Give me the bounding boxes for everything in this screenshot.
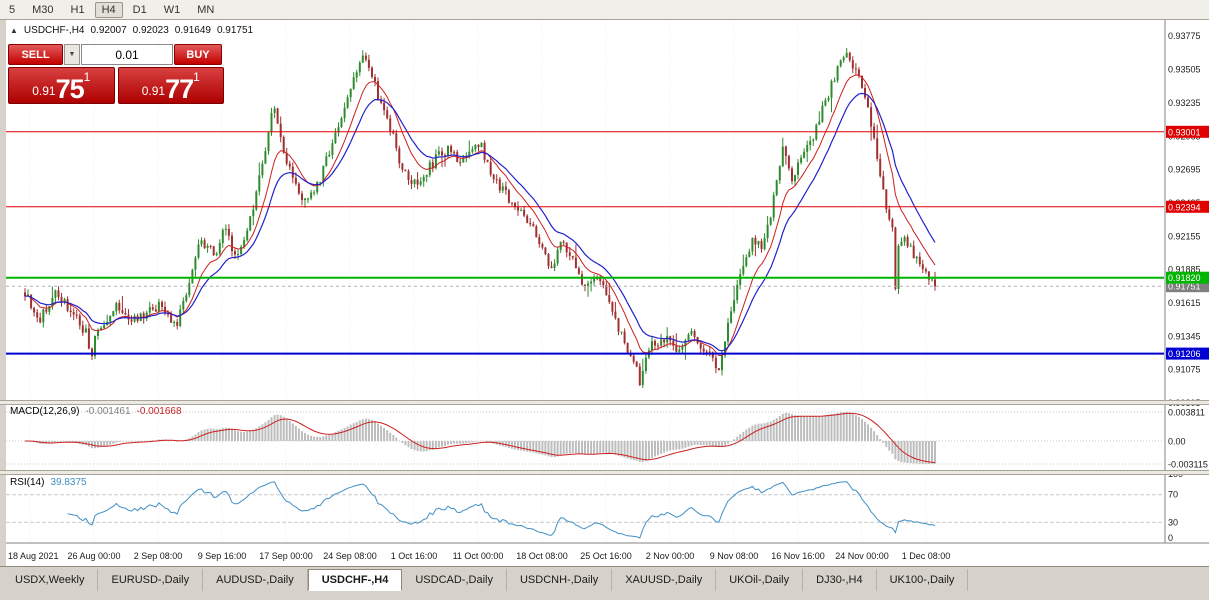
bid-price-label: 0.91751 [1168,282,1201,292]
ohlc-low: 0.91649 [174,25,211,36]
tab-usdcnh-daily[interactable]: USDCNH-,Daily [507,569,613,591]
bottom-tabs: USDX,Weekly EURUSD-,Daily AUDUSD-,Daily USD… [0,566,1209,600]
price-level-labels: 0.91751 0.93001 0.92394 0.91820 0.91206 [1166,125,1209,360]
svg-text:9 Nov 08:00: 9 Nov 08:00 [710,551,759,561]
svg-text:0.91075: 0.91075 [1168,365,1201,375]
rsi-value: 39.8375 [50,477,87,488]
chart-title: USDCHF-,H4 [23,25,85,36]
ohlc-close: 0.91751 [216,25,254,36]
svg-text:0.93235: 0.93235 [1168,98,1201,108]
svg-text:25 Oct 16:00: 25 Oct 16:00 [580,551,632,561]
svg-text:26 Aug 00:00: 26 Aug 00:00 [67,551,120,561]
buy-button[interactable]: BUY [174,44,222,65]
svg-text:0.93775: 0.93775 [1168,31,1201,41]
price-axis[interactable] [1166,20,1209,543]
svg-text:16 Nov 16:00: 16 Nov 16:00 [771,551,825,561]
sell-price-pipette: 1 [83,70,91,84]
rsi-series [6,481,1164,539]
sell-price-display[interactable]: 0.91 75 1 [8,67,115,104]
moving-averages [24,74,936,357]
volume-input[interactable] [81,44,173,65]
timeframe-m30[interactable]: M30 [32,3,54,16]
timeframe-w1[interactable]: W1 [163,3,181,16]
level-label-support-green: 0.91820 [1168,273,1201,283]
timeframe-toolbar: 5 M30 H1 H4 D1 W1 MN [0,0,1209,20]
rsi-panel-surface[interactable] [6,474,1164,543]
tab-xauusd-daily[interactable]: XAUUSD-,Daily [612,569,717,591]
svg-text:70: 70 [1168,490,1178,500]
candlestick-series [24,48,936,388]
buy-price-display[interactable]: 0.91 77 1 [117,67,224,104]
svg-text:0.93505: 0.93505 [1168,65,1201,75]
chart-canvas: 0.937750.935050.932350.929650.926950.924… [0,20,1209,566]
one-click-trading-panel: SELL ▼ BUY 0.91 75 1 0.91 77 1 [8,44,224,104]
buy-price-big: 77 [165,73,194,104]
tab-usdchf-h4[interactable]: USDCHF-,H4 [307,569,403,591]
sell-button[interactable]: SELL [8,44,63,65]
timeframe-5[interactable]: 5 [9,3,16,16]
tab-audusd-daily[interactable]: AUDUSD-,Daily [203,569,308,591]
svg-text:11 Oct 00:00: 11 Oct 00:00 [453,551,504,561]
tab-ukoil-daily[interactable]: UKOil-,Daily [716,569,804,591]
ohlc-open: 0.92007 [90,25,127,36]
collapse-trade-panel-icon[interactable]: ▲ [10,26,18,35]
timeframe-h4[interactable]: H4 [94,1,123,18]
rsi-indicator-label: RSI(14) 39.8375 [10,477,87,488]
buy-price-pipette: 1 [193,70,200,84]
level-label-support-blue-bg [1166,347,1209,360]
svg-text:30: 30 [1168,517,1178,527]
svg-text:0.92155: 0.92155 [1168,231,1201,241]
tab-uk100-daily[interactable]: UK100-,Daily [877,569,969,591]
svg-text:-0.003115: -0.003115 [1168,460,1208,470]
svg-text:0.92695: 0.92695 [1168,165,1201,175]
rsi-name: RSI(14) [10,477,45,488]
panel-separator-rsi[interactable] [0,470,1209,475]
level-label-resistance-lower: 0.92394 [1168,202,1201,212]
svg-text:18 Oct 08:00: 18 Oct 08:00 [516,551,568,561]
svg-text:0.003811: 0.003811 [1168,408,1205,418]
macd-value-main: -0.001461 [85,406,131,417]
horizontal-level-lines[interactable] [6,131,1164,355]
svg-text:0.00: 0.00 [1168,437,1186,447]
timeframe-h1[interactable]: H1 [70,3,85,16]
svg-text:24 Sep 08:00: 24 Sep 08:00 [323,551,377,561]
macd-series [6,411,1164,465]
window-left-border [0,20,6,566]
buy-price-prefix: 0.91 [141,84,166,98]
svg-text:2 Sep 08:00: 2 Sep 08:00 [134,551,183,561]
svg-text:1 Dec 08:00: 1 Dec 08:00 [902,551,951,561]
sell-price-prefix: 0.91 [32,84,56,98]
svg-text:1 Oct 16:00: 1 Oct 16:00 [391,551,438,561]
volume-dropdown-button[interactable]: ▼ [64,44,80,65]
svg-text:9 Sep 16:00: 9 Sep 16:00 [198,551,247,561]
tab-eurusd-daily[interactable]: EURUSD-,Daily [98,569,204,591]
timeframe-d1[interactable]: D1 [132,3,147,16]
svg-text:0.91885: 0.91885 [1168,265,1201,275]
level-label-resistance-lower-bg [1166,200,1209,213]
time-axis[interactable] [6,543,1165,566]
svg-text:18 Aug 2021: 18 Aug 2021 [8,551,59,561]
macd-value-signal: -0.001668 [136,406,182,417]
macd-indicator-label: MACD(12,26,9) -0.001461 -0.001668 [10,406,182,417]
svg-text:0: 0 [1168,533,1173,543]
chart-ohlc-header: ▲ USDCHF-,H4 0.92007 0.92023 0.91649 0.9… [10,25,253,36]
panel-separator-macd[interactable] [0,400,1209,405]
level-label-support-green-bg [1166,271,1209,284]
svg-text:0.91345: 0.91345 [1168,331,1201,341]
tab-usdcad-daily[interactable]: USDCAD-,Daily [402,569,507,591]
chevron-down-icon: ▼ [68,51,76,58]
sell-price-big: 75 [55,73,85,104]
timeframe-mn[interactable]: MN [197,3,215,16]
svg-text:2 Nov 00:00: 2 Nov 00:00 [646,551,695,561]
level-label-resistance-upper: 0.93001 [1168,127,1201,137]
tab-dj30-h4[interactable]: DJ30-,H4 [803,569,877,591]
tab-usdx-weekly[interactable]: USDX,Weekly [2,569,99,591]
svg-text:24 Nov 00:00: 24 Nov 00:00 [835,551,889,561]
ohlc-high: 0.92023 [132,25,169,36]
svg-text:17 Sep 00:00: 17 Sep 00:00 [259,551,313,561]
svg-text:0.91615: 0.91615 [1168,298,1201,308]
level-label-support-blue: 0.91206 [1168,349,1201,359]
level-label-resistance-upper-bg [1166,125,1209,138]
macd-name: MACD(12,26,9) [10,406,80,417]
